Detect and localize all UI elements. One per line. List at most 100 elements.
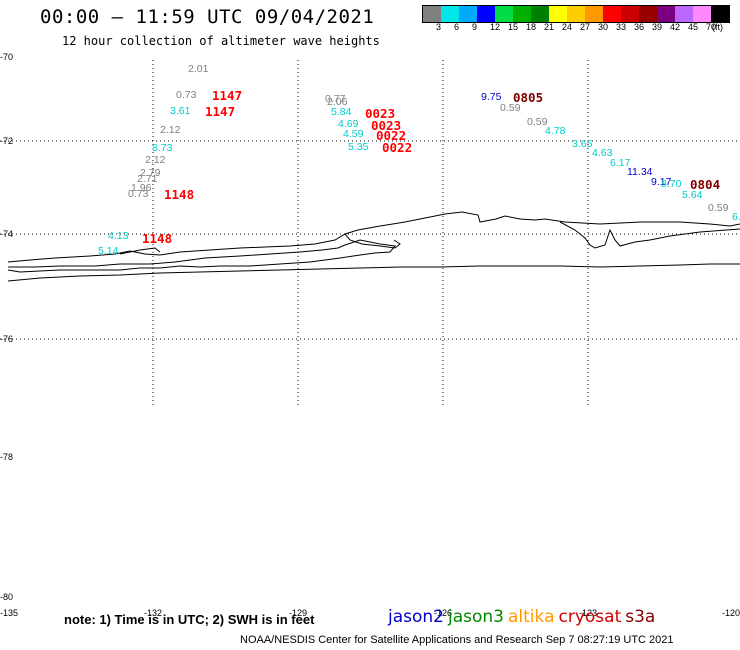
legend-swatch bbox=[423, 6, 441, 22]
legend-swatch bbox=[477, 6, 495, 22]
wave-height-value: 6.17 bbox=[610, 157, 631, 169]
wave-height-value: 4.69 bbox=[338, 118, 359, 130]
wave-height-value: 5.14 bbox=[98, 245, 119, 257]
lon-label: -129 bbox=[289, 608, 308, 618]
wave-height-value: 5.64 bbox=[682, 189, 703, 201]
legend-tick: 12 bbox=[490, 22, 501, 32]
lat-label: -70 bbox=[0, 52, 14, 62]
observation-time: 1148 bbox=[164, 187, 195, 202]
wave-height-value: 0.59 bbox=[527, 116, 548, 128]
observation-time: 0804 bbox=[690, 177, 721, 192]
wave-height-value: 2.12 bbox=[145, 154, 166, 166]
legend-swatch bbox=[441, 6, 459, 22]
wave-height-value: 4.13 bbox=[108, 230, 129, 242]
legend-swatch bbox=[711, 6, 729, 22]
legend-swatch bbox=[675, 6, 693, 22]
legend-tick: 70 bbox=[706, 22, 717, 32]
lat-label: -80 bbox=[0, 592, 14, 602]
wave-height-value: 11.34 bbox=[627, 166, 653, 178]
lon-label: -123 bbox=[579, 608, 598, 618]
observation-time: 1147 bbox=[212, 88, 243, 103]
legend-swatch bbox=[531, 6, 549, 22]
legend-tick: 30 bbox=[598, 22, 609, 32]
observation-time: 1148 bbox=[142, 231, 173, 246]
wave-height-value: 2.12 bbox=[160, 124, 181, 136]
wave-height-value: 0.59 bbox=[708, 202, 729, 214]
map-title: 00:00 – 11:59 UTC 09/04/2021 bbox=[40, 6, 375, 28]
wave-height-value: 3.65 bbox=[572, 138, 593, 150]
wave-height-value: 2.06 bbox=[327, 96, 348, 108]
legend-tick: 27 bbox=[580, 22, 591, 32]
wave-height-value: 5.84 bbox=[331, 106, 352, 118]
wave-height-value: 1.96 bbox=[131, 182, 152, 194]
observation-time: 0023 bbox=[365, 106, 396, 121]
legend-tick: 33 bbox=[616, 22, 627, 32]
observation-time: 0805 bbox=[513, 90, 544, 105]
map-graticule bbox=[0, 60, 740, 405]
legend-tick: 45 bbox=[688, 22, 699, 32]
wave-height-value: 8.70 bbox=[661, 178, 682, 190]
observation-time: 0022 bbox=[382, 140, 413, 155]
wave-height-value: 2.01 bbox=[188, 63, 209, 75]
wave-height-value: 9.75 bbox=[481, 91, 502, 103]
legend-tick: 3 bbox=[436, 22, 442, 32]
lon-label: -132 bbox=[144, 608, 163, 618]
legend-swatch bbox=[585, 6, 603, 22]
wave-height-value: 9.17 bbox=[651, 176, 672, 188]
coast-inlet bbox=[344, 233, 401, 249]
satellite-legend: jason2 jason3 altika cryosat s3a bbox=[388, 607, 659, 627]
observation-time: 0022 bbox=[376, 128, 407, 143]
lat-label: -78 bbox=[0, 452, 14, 462]
wave-height-value: 5.35 bbox=[348, 141, 369, 153]
coastline-mainland bbox=[7, 263, 740, 282]
coast-peninsula-east bbox=[559, 221, 740, 249]
antarctic-coastline bbox=[7, 211, 740, 282]
lat-label: -74 bbox=[0, 229, 14, 239]
ice-shelf-edge bbox=[7, 211, 740, 263]
footnote: note: 1) Time is in UTC; 2) SWH is in fe… bbox=[64, 612, 315, 627]
observation-time: 0023 bbox=[371, 118, 402, 133]
legend-tick: 42 bbox=[670, 22, 681, 32]
legend-swatch bbox=[495, 6, 513, 22]
legend-tick: 6 bbox=[454, 22, 460, 32]
wave-height-value: 0.73 bbox=[128, 188, 149, 200]
wave-height-value: 0.77 bbox=[325, 93, 346, 105]
lat-label: -72 bbox=[0, 136, 14, 146]
lon-label: -120 bbox=[722, 608, 740, 618]
wave-height-value: 6. bbox=[732, 211, 740, 223]
legend-swatch bbox=[459, 6, 477, 22]
observation-time: 1147 bbox=[205, 104, 236, 119]
legend-swatch bbox=[513, 6, 531, 22]
wave-height-value: 4.78 bbox=[545, 125, 566, 137]
lat-label: -76 bbox=[0, 334, 14, 344]
legend-tick: 21 bbox=[544, 22, 555, 32]
wave-height-value: 0.73 bbox=[176, 89, 197, 101]
wave-height-value: 0.59 bbox=[500, 102, 521, 114]
wave-height-value: 2.71 bbox=[137, 173, 158, 185]
lon-label: -126 bbox=[434, 608, 453, 618]
legend-tick: 36 bbox=[634, 22, 645, 32]
coastline-inner bbox=[7, 239, 396, 273]
wave-height-color-legend bbox=[422, 5, 730, 23]
wave-height-value: 3.61 bbox=[170, 105, 191, 117]
legend-swatch bbox=[693, 6, 711, 22]
legend-swatch bbox=[549, 6, 567, 22]
satellite-s3a: s3a bbox=[625, 607, 656, 627]
legend-swatch bbox=[567, 6, 585, 22]
satellite-cryosat: cryosat bbox=[558, 607, 622, 627]
wave-height-value: 4.63 bbox=[592, 147, 613, 159]
legend-tick: 15 bbox=[508, 22, 519, 32]
legend-swatch bbox=[657, 6, 675, 22]
lon-label: -135 bbox=[0, 608, 19, 618]
wave-height-value: 4.59 bbox=[343, 128, 364, 140]
legend-swatch bbox=[639, 6, 657, 22]
legend-swatch bbox=[621, 6, 639, 22]
satellite-altika: altika bbox=[508, 607, 555, 627]
wave-height-value: 8.73 bbox=[152, 142, 173, 154]
legend-unit: (ft) bbox=[712, 22, 723, 32]
legend-tick: 24 bbox=[562, 22, 573, 32]
legend-tick: 18 bbox=[526, 22, 537, 32]
satellite-jason2: jason2 bbox=[388, 607, 444, 627]
legend-tick: 39 bbox=[652, 22, 663, 32]
